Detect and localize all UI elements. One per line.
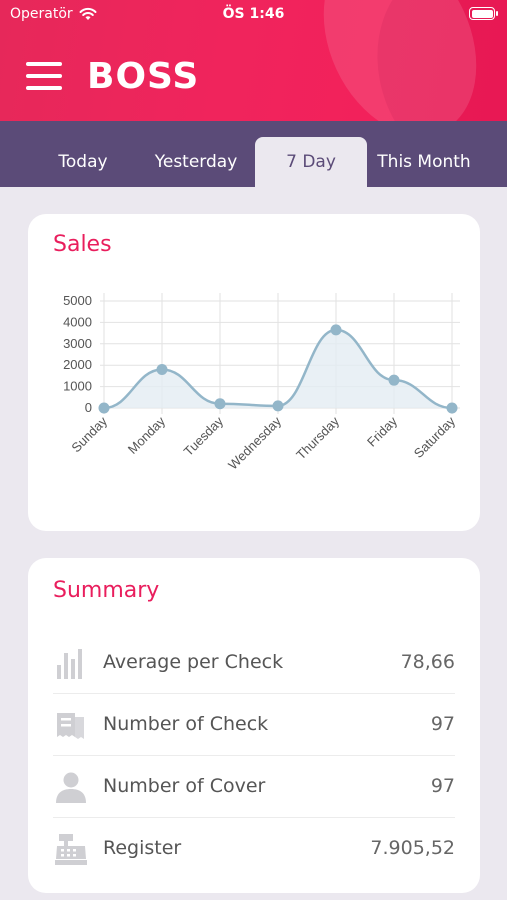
hamburger-menu-button[interactable] — [26, 62, 62, 92]
x-tick-label: Saturday — [411, 413, 459, 461]
menu-icon-line — [26, 62, 62, 66]
series-area — [104, 329, 452, 408]
x-tick-label: Sunday — [68, 413, 110, 455]
y-tick-label: 4000 — [63, 314, 92, 329]
cash-register-icon — [55, 834, 87, 865]
summary-value: 97 — [430, 775, 455, 797]
status-bar: Operatör ÖS 1:46 — [0, 0, 507, 28]
y-tick-label: 5000 — [63, 293, 92, 308]
wifi-icon — [79, 7, 97, 20]
summary-card: Summary Average per Check 78,66 Number o… — [28, 558, 480, 893]
menu-icon-line — [26, 86, 62, 90]
receipt-icon — [57, 713, 84, 739]
data-point — [330, 324, 342, 336]
tab-yesterday[interactable]: Yesterday — [154, 152, 238, 172]
carrier-info: Operatör — [10, 6, 97, 22]
person-icon — [56, 772, 86, 803]
summary-label: Number of Check — [103, 713, 269, 735]
summary-row-number-of-cover: Number of Cover 97 — [53, 756, 455, 818]
tab-today[interactable]: Today — [58, 152, 108, 172]
tab-this-month[interactable]: This Month — [377, 152, 471, 172]
divider — [53, 693, 455, 694]
carrier-name: Operatör — [10, 6, 73, 22]
battery-icon — [469, 7, 498, 20]
divider — [53, 755, 455, 756]
data-point — [388, 374, 400, 386]
divider — [53, 817, 455, 818]
data-point — [98, 402, 110, 414]
summary-value: 78,66 — [400, 651, 455, 673]
y-tick-label: 1000 — [63, 379, 92, 394]
x-tick-label: Thursday — [293, 413, 342, 462]
x-tick-label: Monday — [125, 413, 169, 457]
status-time: ÖS 1:46 — [222, 6, 285, 22]
data-point — [214, 398, 226, 410]
menu-icon-line — [26, 74, 62, 78]
y-tick-label: 0 — [85, 400, 92, 415]
sales-card: Sales 5000 4000 3000 2000 1000 0 Sunday Monday T… — [28, 214, 480, 531]
tab-7-day[interactable]: 7 Day — [255, 137, 367, 187]
sales-title: Sales — [53, 232, 112, 257]
x-tick-label: Tuesday — [181, 413, 227, 459]
summary-label: Average per Check — [103, 651, 284, 673]
summary-row-number-of-check: Number of Check 97 — [53, 694, 455, 756]
x-tick-label: Wednesday — [225, 413, 284, 472]
bar-chart-icon — [57, 649, 82, 679]
app-header: Operatör ÖS 1:46 BOSS — [0, 0, 507, 121]
summary-value: 97 — [430, 713, 455, 735]
x-tick-label: Friday — [364, 413, 400, 449]
summary-title: Summary — [53, 578, 160, 603]
data-point — [446, 402, 458, 414]
y-tick-label: 3000 — [63, 336, 92, 351]
summary-label: Number of Cover — [103, 775, 266, 797]
data-point — [272, 400, 284, 412]
summary-row-average-per-check: Average per Check 78,66 — [53, 632, 455, 694]
data-point — [156, 363, 168, 375]
brand-title: BOSS — [87, 56, 200, 97]
period-tabs: Today Yesterday 7 Day This Month — [0, 121, 507, 187]
summary-row-register: Register 7.905,52 — [53, 818, 455, 880]
summary-label: Register — [103, 837, 182, 859]
y-tick-label: 2000 — [63, 357, 92, 372]
summary-value: 7.905,52 — [370, 837, 455, 859]
